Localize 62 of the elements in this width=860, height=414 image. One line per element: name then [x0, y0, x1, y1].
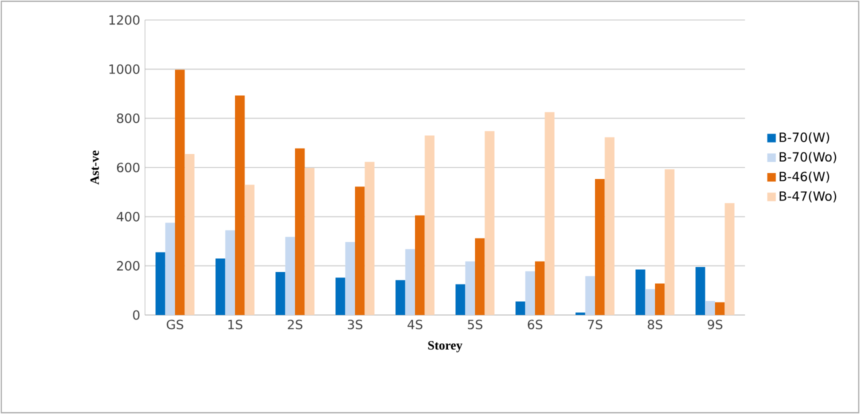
bar — [405, 249, 416, 315]
bar — [175, 70, 185, 315]
x-axis-title: Storey — [428, 341, 462, 352]
bar — [715, 302, 725, 315]
bar — [336, 278, 346, 315]
bar — [244, 184, 254, 315]
legend-label: B-70(W) — [780, 132, 830, 144]
bar — [225, 230, 236, 315]
bar — [544, 112, 554, 315]
bar — [585, 276, 596, 315]
bar — [696, 267, 706, 315]
x-tick-label: 9S — [708, 320, 722, 330]
bar — [475, 238, 485, 315]
bar — [235, 95, 245, 315]
bar — [705, 300, 716, 315]
bar — [415, 215, 425, 315]
x-tick-label: 3S — [348, 320, 362, 330]
y-tick-label: 400 — [116, 212, 140, 222]
bar — [636, 270, 646, 315]
bar — [396, 280, 406, 315]
bar — [355, 186, 365, 315]
x-tick-label: 5S — [468, 320, 482, 330]
legend-label: B-70(Wo) — [780, 152, 836, 164]
y-tick-label: 1000 — [109, 64, 140, 74]
bar — [664, 169, 674, 315]
bar — [535, 261, 545, 315]
bar — [424, 136, 434, 315]
y-tick-label: 800 — [116, 114, 140, 124]
x-tick-label: 6S — [528, 320, 542, 330]
x-tick-label: 1S — [228, 320, 242, 330]
y-tick-label: 200 — [117, 261, 140, 271]
bar — [184, 154, 194, 315]
bar — [285, 236, 296, 315]
bar — [304, 168, 314, 315]
bar — [345, 242, 356, 315]
bar — [604, 137, 614, 315]
legend-label: B-46(W) — [780, 171, 830, 183]
legend-label: B-47(Wo) — [780, 191, 836, 202]
bar — [295, 148, 305, 315]
x-tick-label: GS — [166, 320, 184, 330]
bar — [484, 131, 494, 315]
y-axis-title: Ast-ve — [90, 150, 99, 185]
bar — [276, 272, 286, 315]
bar — [724, 203, 734, 315]
x-tick-label: 2S — [288, 320, 302, 330]
bar — [456, 284, 466, 315]
bar — [655, 284, 665, 315]
bar — [156, 252, 166, 315]
bar — [595, 179, 605, 315]
y-tick-label: 0 — [133, 310, 140, 320]
x-tick-label: 4S — [408, 320, 422, 330]
bar — [465, 261, 476, 315]
y-tick-label: 1200 — [109, 15, 140, 25]
bar — [364, 162, 374, 315]
bar — [525, 271, 536, 315]
bar — [165, 222, 176, 315]
bar — [645, 289, 656, 315]
x-tick-label: 8S — [648, 320, 662, 330]
y-tick-label: 600 — [116, 162, 140, 172]
bar — [216, 258, 226, 315]
x-tick-label: 7S — [588, 320, 602, 330]
bar — [516, 301, 526, 315]
